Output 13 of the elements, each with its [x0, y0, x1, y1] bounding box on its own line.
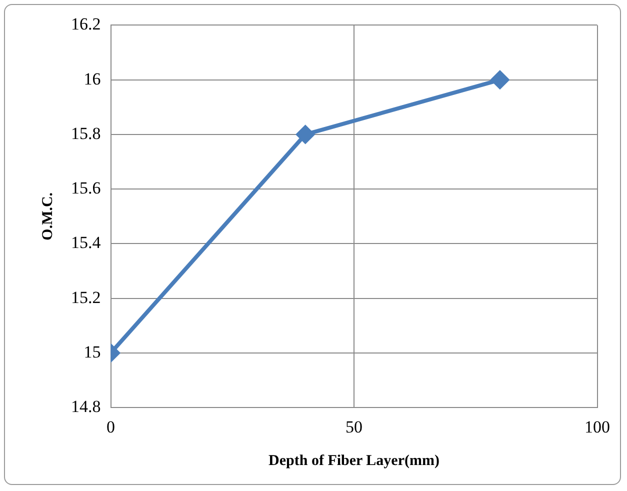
y-axis-title: O.M.C.	[40, 192, 56, 240]
x-tick-label: 0	[106, 417, 115, 436]
y-tick-label: 15.4	[71, 233, 102, 252]
y-tick-label: 16	[84, 69, 101, 88]
y-tick-label: 16.2	[71, 14, 101, 34]
x-tick-label: 100	[584, 417, 610, 436]
x-axis-title: Depth of Fiber Layer(mm)	[268, 452, 440, 469]
y-tick-label: 15.8	[71, 124, 101, 143]
x-tick-label: 50	[346, 417, 362, 436]
y-tick-label: 15.6	[71, 178, 101, 198]
y-tick-label: 15.2	[71, 288, 101, 307]
y-tick-label: 14.8	[71, 397, 101, 416]
y-tick-label: 15	[84, 342, 101, 362]
